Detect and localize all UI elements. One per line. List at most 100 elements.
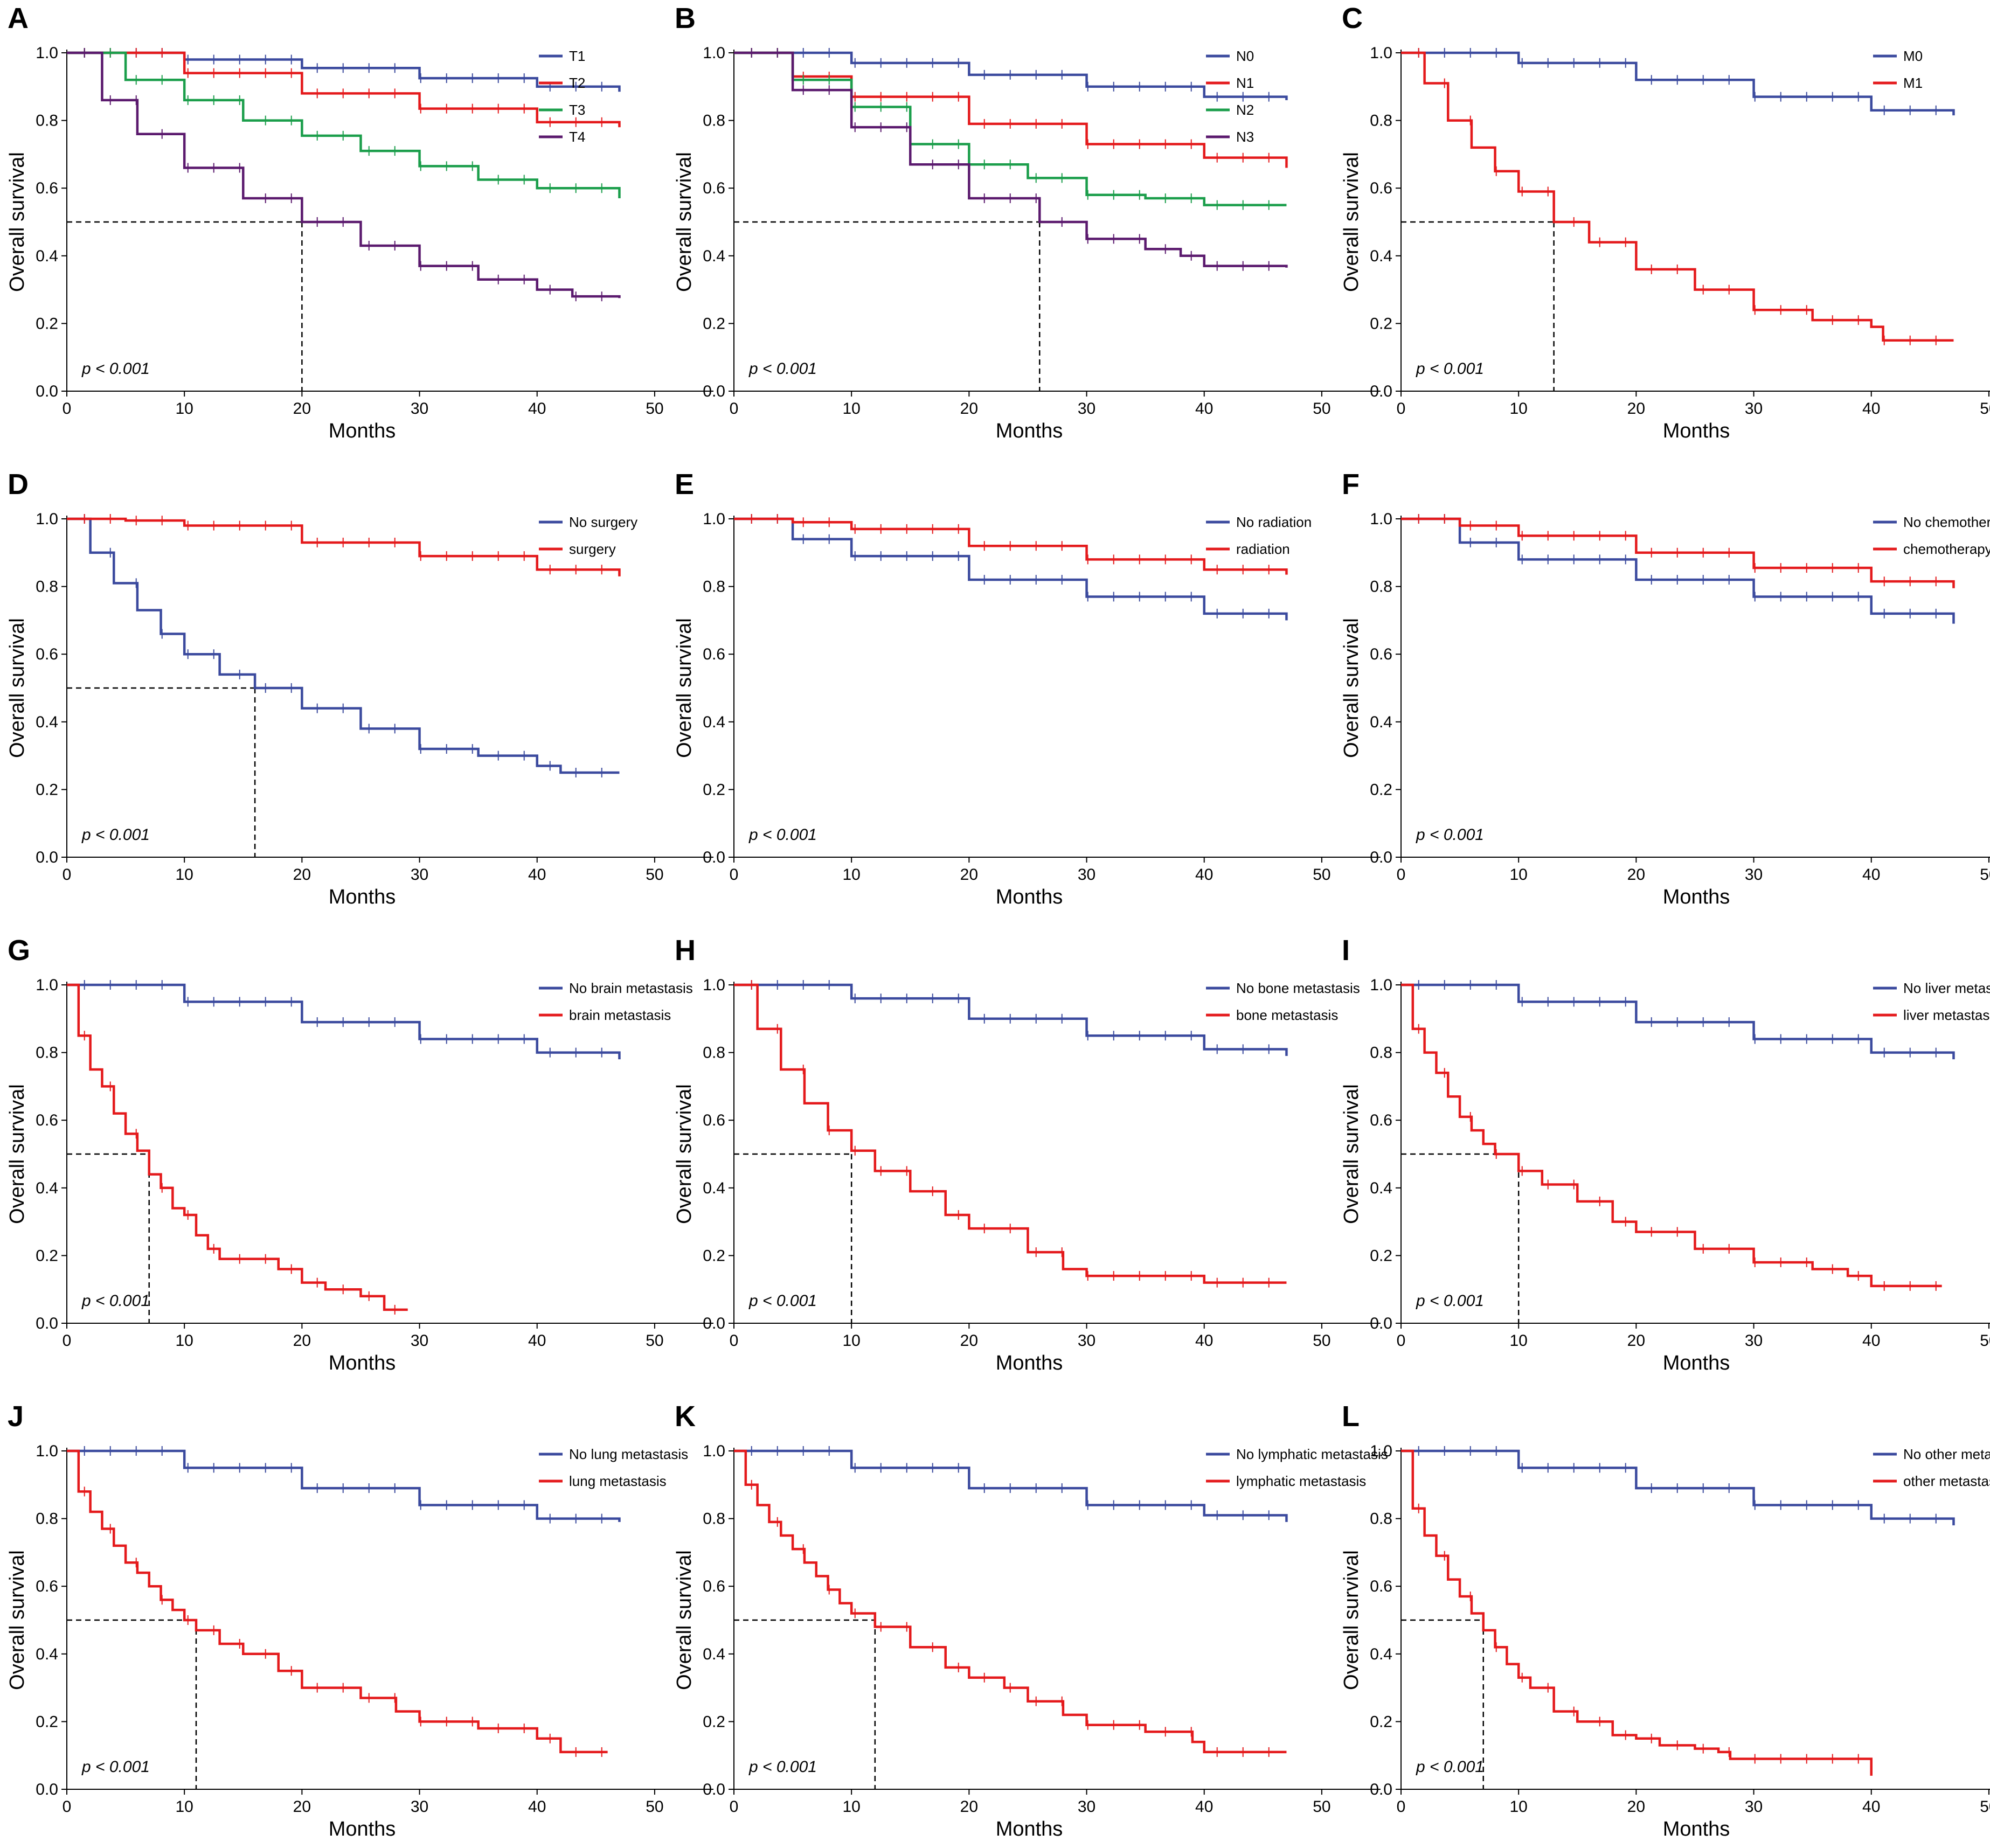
km-curve-t3	[67, 51, 621, 199]
x-tick-label: 10	[1509, 400, 1527, 418]
y-tick-label: 0.2	[703, 315, 725, 332]
x-tick-label: 30	[1078, 866, 1095, 884]
x-tick-label: 40	[528, 1332, 546, 1350]
x-tick-label: 10	[175, 1798, 193, 1816]
panel-letter: K	[675, 1400, 696, 1433]
y-axis-title: Overall survival	[1340, 618, 1363, 758]
x-tick-label: 30	[1745, 1798, 1763, 1816]
y-tick-label: 0.2	[1370, 1713, 1392, 1731]
x-tick-label: 0	[730, 1332, 739, 1350]
legend-label-other-metastasis: other metastasis	[1903, 1473, 1990, 1489]
x-tick-label: 40	[1862, 1332, 1880, 1350]
x-tick-label: 0	[63, 866, 72, 884]
x-tick-label: 10	[842, 1798, 860, 1816]
y-tick-label: 0.4	[703, 1645, 725, 1663]
p-value-label: p < 0.001	[81, 360, 150, 378]
x-tick-label: 0	[730, 400, 739, 418]
x-tick-label: 50	[646, 400, 663, 418]
x-axis-title: Months	[329, 420, 396, 442]
y-tick-label: 0.8	[1370, 1510, 1392, 1528]
y-tick-label: 0.0	[1370, 383, 1392, 400]
x-tick-label: 30	[411, 1798, 428, 1816]
x-tick-label: 0	[63, 1332, 72, 1350]
legend-label-t2: T2	[569, 75, 585, 91]
y-tick-label: 0.0	[36, 849, 58, 866]
y-tick-label: 0.4	[36, 713, 58, 731]
y-axis-title: Overall survival	[1340, 1084, 1363, 1224]
y-tick-label: 0.8	[703, 1510, 725, 1528]
y-tick-label: 0.0	[1370, 1315, 1392, 1332]
p-value-label: p < 0.001	[1416, 826, 1484, 844]
panel-letter: G	[8, 934, 30, 967]
x-tick-label: 30	[1745, 866, 1763, 884]
x-tick-label: 10	[1509, 1798, 1527, 1816]
x-tick-label: 50	[646, 1798, 663, 1816]
y-tick-label: 0.2	[36, 781, 58, 798]
y-axis-title: Overall survival	[673, 1084, 696, 1224]
x-tick-label: 40	[1195, 1798, 1213, 1816]
x-tick-label: 50	[646, 866, 663, 884]
km-curve-no-other-metastasis	[1401, 1449, 1955, 1526]
y-axis-title: Overall survival	[6, 618, 29, 758]
y-tick-label: 0.0	[1370, 1781, 1392, 1798]
panel-l: L 0 10 20 30 40 50 0.0 0.2 0.4 0.6 0.8 1.0 Months Over…	[1340, 1400, 1990, 1840]
x-tick-label: 20	[1627, 400, 1645, 418]
x-tick-label: 40	[1195, 866, 1213, 884]
km-curve-m1	[1401, 51, 1954, 342]
x-tick-label: 10	[842, 866, 860, 884]
y-tick-label: 0.6	[703, 179, 725, 197]
x-tick-label: 10	[842, 400, 860, 418]
km-curve-lymphatic-metastasis	[734, 1449, 1287, 1754]
y-tick-label: 0.4	[1370, 713, 1392, 731]
panel-letter: F	[1342, 468, 1360, 501]
x-tick-label: 0	[63, 1798, 72, 1816]
km-curve-chemotherapy	[1401, 517, 1955, 588]
km-curve-n3	[734, 51, 1288, 268]
panel-e: E 0 10 20 30 40 50 0.0 0.2 0.4 0.6 0.8 1.0 Months Over…	[673, 468, 1381, 908]
x-tick-label: 50	[1313, 400, 1330, 418]
y-tick-label: 0.4	[703, 713, 725, 731]
x-tick-label: 40	[528, 866, 546, 884]
legend-label-no-bone-metastasis: No bone metastasis	[1236, 980, 1360, 996]
km-curve-no-brain-metastasis	[67, 983, 621, 1060]
x-axis-title: Months	[996, 1818, 1063, 1840]
x-tick-label: 0	[1397, 1798, 1406, 1816]
x-tick-label: 30	[411, 1332, 428, 1350]
y-tick-label: 1.0	[36, 510, 58, 528]
panel-b: B 0 10 20 30 40 50 0.0 0.2 0.4 0.6 0.8 1.0 Months Over…	[673, 2, 1381, 442]
y-tick-label: 0.4	[36, 247, 58, 265]
y-tick-label: 0.2	[703, 1713, 725, 1731]
legend-label-no-surgery: No surgery	[569, 514, 637, 530]
panel-letter: B	[675, 2, 696, 34]
y-tick-label: 0.8	[36, 578, 58, 596]
km-curve-no-lung-metastasis	[67, 1449, 621, 1522]
y-tick-label: 0.0	[703, 383, 725, 400]
p-value-label: p < 0.001	[748, 826, 817, 844]
x-tick-label: 20	[960, 400, 978, 418]
y-tick-label: 0.8	[703, 1044, 725, 1062]
y-tick-label: 0.4	[1370, 247, 1392, 265]
y-tick-label: 0.6	[703, 1578, 725, 1595]
x-tick-label: 20	[960, 866, 978, 884]
panel-f: F 0 10 20 30 40 50 0.0 0.2 0.4 0.6 0.8 1.0 Months Over…	[1340, 468, 1990, 908]
y-tick-label: 0.4	[703, 1179, 725, 1197]
x-tick-label: 40	[1862, 866, 1880, 884]
y-tick-label: 0.6	[1370, 1111, 1392, 1129]
y-tick-label: 0.6	[36, 645, 58, 663]
x-tick-label: 40	[528, 1798, 546, 1816]
y-tick-label: 0.8	[703, 578, 725, 596]
y-tick-label: 0.2	[36, 1713, 58, 1731]
x-tick-label: 50	[1980, 866, 1990, 884]
legend-label-lung-metastasis: lung metastasis	[569, 1473, 667, 1489]
legend-label-no-lung-metastasis: No lung metastasis	[569, 1446, 688, 1462]
x-tick-label: 40	[1862, 1798, 1880, 1816]
y-tick-label: 0.8	[1370, 112, 1392, 130]
x-tick-label: 20	[1627, 1798, 1645, 1816]
p-value-label: p < 0.001	[1416, 1292, 1484, 1310]
panel-k: K 0 10 20 30 40 50 0.0 0.2 0.4 0.6 0.8 1.0 Months Over…	[673, 1400, 1388, 1840]
y-tick-label: 0.4	[36, 1179, 58, 1197]
km-curve-t4	[67, 51, 621, 298]
x-tick-label: 20	[1627, 866, 1645, 884]
x-tick-label: 30	[411, 866, 428, 884]
